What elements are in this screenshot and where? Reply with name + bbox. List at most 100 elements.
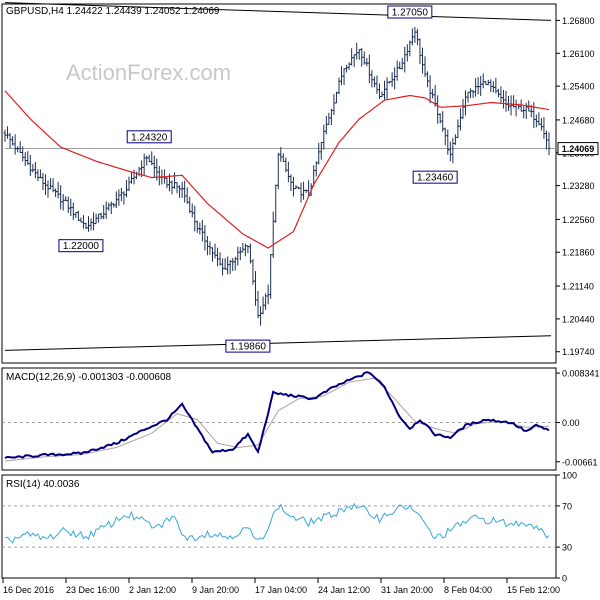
- price-bar: [499, 86, 503, 103]
- price-y-tick-label: 1.25400: [562, 82, 595, 92]
- price-bar: [210, 247, 214, 262]
- price-bar: [86, 216, 90, 232]
- price-bar: [185, 187, 189, 204]
- callout-box: [412, 170, 458, 184]
- price-bar: [345, 64, 349, 73]
- price-bar: [213, 243, 217, 259]
- price-bar: [334, 91, 338, 104]
- price-y-tick-label: 1.20440: [562, 314, 595, 324]
- price-bar: [474, 78, 478, 97]
- price-bar: [426, 71, 430, 88]
- price-bar: [400, 57, 404, 70]
- price-bar: [157, 166, 161, 186]
- x-tick-label: 31 Jan 20:00: [381, 585, 433, 595]
- price-bar: [537, 112, 541, 126]
- price-bar: [180, 181, 184, 198]
- price-bar: [59, 185, 63, 210]
- price-bar: [286, 161, 290, 183]
- price-bar: [26, 151, 30, 165]
- price-bar: [66, 196, 70, 214]
- price-bar: [431, 88, 435, 99]
- price-bar: [501, 89, 505, 109]
- price-bar: [3, 129, 7, 142]
- price-bar: [471, 90, 475, 98]
- price-bar: [489, 79, 493, 92]
- price-bar: [54, 188, 58, 198]
- price-bar: [142, 153, 146, 176]
- price-bar: [522, 106, 526, 119]
- price-bar: [236, 246, 240, 266]
- price-bar: [107, 202, 111, 211]
- price-bar: [150, 151, 154, 166]
- macd-y-tick-label: -0.00661: [562, 457, 598, 467]
- price-bar: [205, 236, 209, 256]
- price-bar: [446, 129, 450, 155]
- price-bar: [395, 60, 399, 81]
- rsi-frame: [1, 474, 557, 579]
- price-bar: [372, 76, 376, 88]
- price-callout: 1.23460: [412, 170, 458, 184]
- price-bar: [420, 47, 424, 74]
- watermark: ActionForex.com: [66, 60, 231, 85]
- price-bar: [61, 194, 65, 211]
- last-price-label: 1.24069: [562, 144, 595, 154]
- callout-box: [58, 239, 104, 253]
- price-bar: [415, 28, 419, 46]
- price-bar: [248, 243, 252, 264]
- price-bar: [127, 176, 131, 192]
- x-tick-label: 24 Jan 12:00: [318, 585, 370, 595]
- price-bar: [476, 77, 480, 95]
- price-bar: [178, 185, 182, 198]
- callout-box: [387, 5, 433, 19]
- moving-average-line: [4, 90, 550, 249]
- price-bar: [6, 126, 10, 139]
- macd-line: [4, 371, 550, 459]
- price-bar: [512, 95, 516, 108]
- price-bar: [38, 169, 42, 179]
- price-bar: [238, 247, 242, 261]
- price-bar: [443, 127, 447, 146]
- price-bar: [119, 187, 123, 202]
- price-bar: [299, 182, 303, 203]
- macd-y-tick-label: 0.008341: [562, 369, 600, 379]
- price-bar: [464, 90, 468, 116]
- price-bar: [117, 189, 121, 206]
- price-bar: [458, 108, 462, 131]
- price-bar: [542, 117, 546, 139]
- price-y-tick-label: 1.24680: [562, 115, 595, 125]
- price-bar: [198, 222, 202, 235]
- price-bar: [256, 290, 260, 319]
- price-bar: [36, 169, 40, 182]
- price-y-tick-label: 1.26100: [562, 49, 595, 59]
- price-bar: [456, 119, 460, 138]
- macd-header: MACD(12,26,9) -0.001303 -0.000608: [6, 372, 172, 383]
- price-bar: [385, 77, 389, 100]
- price-bar: [332, 94, 336, 115]
- last-price-tag: 1.24069: [557, 142, 599, 156]
- price-bar: [97, 213, 101, 223]
- price-bar: [408, 40, 412, 57]
- price-bar: [271, 211, 275, 258]
- price-callout: 1.22000: [58, 239, 104, 253]
- price-bar: [496, 88, 500, 98]
- price-bar: [74, 211, 78, 218]
- price-bar: [124, 180, 128, 198]
- price-bar: [383, 80, 387, 101]
- price-bar: [216, 247, 220, 267]
- price-bar: [223, 258, 227, 270]
- callout-label: 1.27050: [392, 8, 429, 19]
- callout-box: [126, 130, 172, 144]
- price-bar: [269, 254, 273, 299]
- price-bar: [469, 88, 473, 99]
- price-bar: [122, 191, 126, 205]
- price-bar: [453, 134, 457, 145]
- price-bar: [451, 137, 455, 164]
- price-bar: [324, 115, 328, 135]
- callout-label: 1.24320: [131, 132, 168, 143]
- price-bar: [504, 90, 508, 112]
- price-bar: [329, 108, 333, 126]
- price-bar: [340, 66, 344, 86]
- rsi-y-tick-label: 70: [562, 501, 572, 511]
- price-bar: [418, 38, 422, 65]
- price-panel: 1.268001.261001.254001.246801.239801.232…: [1, 2, 599, 364]
